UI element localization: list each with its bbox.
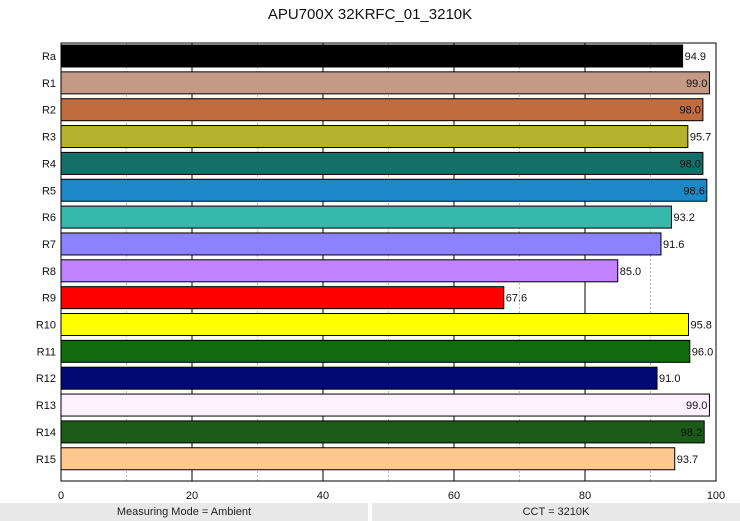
- value-label: 91.0: [659, 373, 680, 385]
- category-label: Ra: [42, 51, 57, 63]
- category-label: R9: [42, 293, 56, 305]
- value-label: 67.6: [506, 293, 527, 305]
- category-label: R4: [42, 158, 56, 170]
- category-label: R8: [42, 266, 56, 278]
- category-label: R3: [42, 132, 56, 144]
- category-label: R7: [42, 239, 56, 251]
- value-label: 93.7: [677, 454, 698, 466]
- bar-r13: [60, 393, 710, 417]
- bar-r8: [60, 259, 619, 283]
- category-label: R12: [36, 373, 56, 385]
- bar-r9: [60, 286, 505, 310]
- category-label: R13: [36, 400, 56, 412]
- bar-r4: [60, 151, 704, 175]
- chart-title: APU700X 32KRFC_01_3210K: [267, 6, 473, 23]
- x-tick-label: 0: [58, 490, 64, 502]
- category-label: R1: [42, 78, 56, 90]
- bar-r3: [60, 125, 689, 149]
- cct-label: CCT = 3210K: [372, 503, 740, 521]
- bar-r1: [60, 71, 710, 95]
- value-label: 93.2: [673, 212, 694, 224]
- bar-r15: [60, 447, 676, 471]
- bar-r7: [60, 232, 662, 256]
- category-label: R14: [36, 427, 56, 439]
- measuring-mode-label: Measuring Mode = Ambient: [0, 503, 368, 521]
- value-label: 95.7: [690, 132, 711, 144]
- value-label: 98.6: [683, 185, 704, 197]
- bar-r14: [60, 420, 705, 444]
- value-label: 95.8: [690, 320, 711, 332]
- bar-r5: [60, 178, 708, 202]
- value-label: 91.6: [663, 239, 684, 251]
- x-tick-label: 60: [448, 490, 460, 502]
- value-label: 85.0: [620, 266, 641, 278]
- value-label: 94.9: [685, 51, 706, 63]
- x-tick-label: 40: [317, 490, 329, 502]
- value-label: 98.0: [679, 105, 700, 117]
- category-label: R15: [36, 454, 56, 466]
- x-tick-label: 100: [707, 490, 725, 502]
- category-label: R10: [36, 320, 56, 332]
- bar-r11: [60, 339, 691, 363]
- x-tick-label: 80: [579, 490, 591, 502]
- category-label: R6: [42, 212, 56, 224]
- bar-ra: [60, 44, 684, 68]
- category-label: R2: [42, 105, 56, 117]
- bar-r10: [60, 313, 689, 336]
- bar-r2: [60, 98, 704, 122]
- category-label: R5: [42, 185, 56, 197]
- value-label: 96.0: [692, 346, 713, 358]
- bar-r6: [60, 205, 672, 229]
- value-label: 99.0: [686, 400, 707, 412]
- category-label: R11: [37, 346, 56, 358]
- value-label: 98.0: [679, 158, 700, 170]
- value-label: 98.2: [681, 427, 702, 439]
- value-label: 99.0: [686, 78, 707, 90]
- x-tick-label: 20: [186, 490, 198, 502]
- bar-r12: [60, 366, 658, 390]
